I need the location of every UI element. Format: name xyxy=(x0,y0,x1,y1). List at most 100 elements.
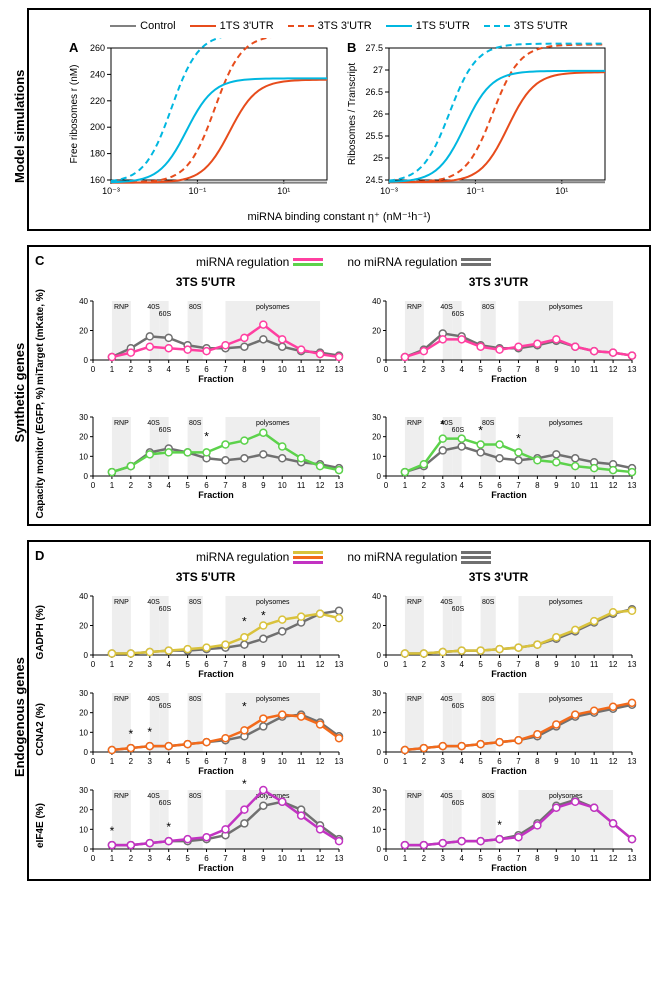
svg-text:Fraction: Fraction xyxy=(198,766,234,776)
syn-legend: miRNA regulationno miRNA regulation xyxy=(44,253,643,275)
svg-text:80S: 80S xyxy=(189,793,202,800)
row-ylabel: Capacity monitor (EGFP, %) xyxy=(35,387,57,519)
svg-text:12: 12 xyxy=(316,481,325,490)
svg-text:Fraction: Fraction xyxy=(491,374,527,384)
section-endogenous: Endogenous genes D miRNA regulationno mi… xyxy=(8,540,651,895)
svg-text:*: * xyxy=(516,432,521,446)
svg-text:27: 27 xyxy=(373,65,383,75)
svg-text:0: 0 xyxy=(384,854,389,863)
svg-text:11: 11 xyxy=(590,365,599,374)
endo-grid: GADPH (%)RNP40S60S80Spolysomes0204001234… xyxy=(35,584,643,873)
svg-text:9: 9 xyxy=(554,757,559,766)
svg-text:20: 20 xyxy=(372,327,381,336)
section-model-simulations: Model simulations Control1TS 3'UTR3TS 3'… xyxy=(8,8,651,245)
svg-text:5: 5 xyxy=(185,660,190,669)
svg-text:0: 0 xyxy=(377,845,382,854)
svg-text:26: 26 xyxy=(373,109,383,119)
svg-text:1: 1 xyxy=(110,481,115,490)
svg-text:60S: 60S xyxy=(452,427,465,434)
svg-text:80S: 80S xyxy=(482,696,495,703)
svg-text:9: 9 xyxy=(261,365,266,374)
svg-text:40S: 40S xyxy=(440,793,453,800)
svg-text:0: 0 xyxy=(91,365,96,374)
svg-text:30: 30 xyxy=(79,786,88,795)
svg-text:20: 20 xyxy=(79,433,88,442)
svg-text:10: 10 xyxy=(278,854,287,863)
svg-text:12: 12 xyxy=(609,854,618,863)
svg-text:RNP: RNP xyxy=(407,420,422,427)
svg-text:25.5: 25.5 xyxy=(365,131,383,141)
svg-text:*: * xyxy=(242,778,247,791)
svg-text:8: 8 xyxy=(535,660,540,669)
svg-text:0: 0 xyxy=(84,472,89,481)
svg-text:RNP: RNP xyxy=(114,304,129,311)
svg-text:1: 1 xyxy=(403,757,408,766)
svg-text:11: 11 xyxy=(590,481,599,490)
svg-text:polysomes: polysomes xyxy=(549,420,583,427)
svg-text:13: 13 xyxy=(628,757,637,766)
legend-item: 1TS 3'UTR xyxy=(190,20,274,32)
svg-text:160: 160 xyxy=(90,175,105,185)
svg-text:5: 5 xyxy=(185,757,190,766)
svg-text:polysomes: polysomes xyxy=(256,696,290,703)
svg-text:5: 5 xyxy=(185,481,190,490)
svg-text:40: 40 xyxy=(79,592,88,601)
svg-text:polysomes: polysomes xyxy=(549,304,583,311)
svg-text:260: 260 xyxy=(90,43,105,53)
mini-chart-left: RNP40S60S80Spolysomes0204001234567891011… xyxy=(61,289,350,384)
svg-text:2: 2 xyxy=(422,757,427,766)
svg-text:80S: 80S xyxy=(482,599,495,606)
svg-text:10¹: 10¹ xyxy=(277,186,290,196)
syn-col1: 3TS 5'UTR xyxy=(61,275,350,289)
svg-text:2: 2 xyxy=(129,365,134,374)
svg-text:4: 4 xyxy=(459,660,464,669)
svg-text:12: 12 xyxy=(609,365,618,374)
svg-text:10⁻¹: 10⁻¹ xyxy=(467,186,485,196)
svg-text:11: 11 xyxy=(590,854,599,863)
svg-text:7: 7 xyxy=(516,481,521,490)
svg-text:6: 6 xyxy=(204,757,209,766)
svg-text:2: 2 xyxy=(129,481,134,490)
svg-text:4: 4 xyxy=(166,365,171,374)
svg-text:RNP: RNP xyxy=(407,696,422,703)
mini-chart-left: RNP40S60S80Spolysomes0102030012345678910… xyxy=(61,405,350,500)
svg-text:3: 3 xyxy=(148,660,153,669)
legend-item: 3TS 3'UTR xyxy=(288,20,372,32)
row-ylabel: eIF4E (%) xyxy=(35,803,57,848)
svg-text:10: 10 xyxy=(372,826,381,835)
svg-text:13: 13 xyxy=(628,854,637,863)
svg-text:4: 4 xyxy=(166,854,171,863)
svg-text:10: 10 xyxy=(278,757,287,766)
svg-text:20: 20 xyxy=(79,622,88,631)
svg-text:40S: 40S xyxy=(147,599,160,606)
svg-text:13: 13 xyxy=(335,365,344,374)
svg-text:5: 5 xyxy=(185,365,190,374)
svg-text:40S: 40S xyxy=(440,599,453,606)
svg-text:10: 10 xyxy=(79,826,88,835)
svg-text:10: 10 xyxy=(278,365,287,374)
sim-chart-A-svg: 16018020022024026010⁻³10⁻¹10¹Free riboso… xyxy=(65,38,335,208)
svg-text:6: 6 xyxy=(497,854,502,863)
svg-text:11: 11 xyxy=(297,365,306,374)
svg-text:RNP: RNP xyxy=(407,304,422,311)
svg-text:11: 11 xyxy=(590,660,599,669)
mini-chart-left: RNP40S60S80Spolysomes0204001234567891011… xyxy=(61,584,350,679)
svg-text:1: 1 xyxy=(403,660,408,669)
svg-text:8: 8 xyxy=(242,660,247,669)
svg-text:*: * xyxy=(166,821,171,835)
svg-text:80S: 80S xyxy=(189,599,202,606)
sim-xlabel: miRNA binding constant η⁺ (nM⁻¹h⁻¹) xyxy=(35,210,643,223)
svg-text:6: 6 xyxy=(204,854,209,863)
panel-endo: D miRNA regulationno miRNA regulation 3T… xyxy=(27,540,651,881)
svg-text:7: 7 xyxy=(223,660,228,669)
svg-text:40S: 40S xyxy=(440,696,453,703)
svg-text:5: 5 xyxy=(478,365,483,374)
svg-text:7: 7 xyxy=(223,481,228,490)
svg-text:4: 4 xyxy=(459,481,464,490)
svg-text:60S: 60S xyxy=(452,800,465,807)
svg-text:9: 9 xyxy=(261,854,266,863)
svg-text:3: 3 xyxy=(441,481,446,490)
svg-text:7: 7 xyxy=(516,854,521,863)
panel-synth: C miRNA regulationno miRNA regulation 3T… xyxy=(27,245,651,526)
svg-text:RNP: RNP xyxy=(407,599,422,606)
